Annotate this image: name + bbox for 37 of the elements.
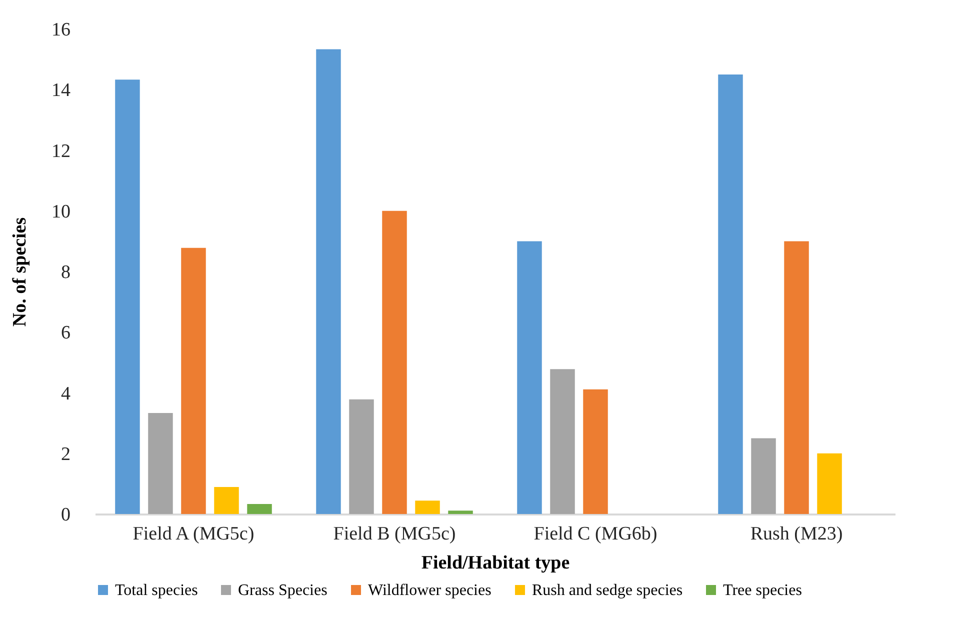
x-tick-label: Field B (MG5c)	[333, 524, 456, 544]
bar	[784, 241, 809, 514]
y-axis-title: No. of species	[10, 217, 30, 327]
x-tick-label: Field C (MG6b)	[534, 524, 658, 544]
y-tick-label: 12	[52, 140, 70, 162]
bar	[550, 369, 575, 514]
bar	[415, 500, 440, 514]
y-tick-label: 10	[52, 201, 70, 222]
y-tick-label: 4	[61, 383, 71, 404]
bar	[316, 49, 341, 514]
bar	[448, 510, 473, 514]
legend-label: Total species	[115, 582, 198, 599]
bar	[718, 74, 743, 514]
bar	[214, 487, 239, 514]
bar	[349, 399, 374, 514]
x-tick-label: Field A (MG5c)	[132, 524, 254, 544]
legend-label: Wildflower species	[368, 582, 492, 599]
y-tick-label: 6	[61, 322, 70, 344]
bar	[583, 389, 608, 514]
bar	[247, 504, 272, 514]
bar	[181, 248, 206, 514]
bar	[751, 438, 776, 514]
y-tick-label: 16	[52, 20, 70, 40]
y-tick-label: 2	[61, 444, 70, 465]
bar	[817, 453, 842, 514]
y-tick-label: 8	[61, 262, 70, 283]
x-axis-title: Field/Habitat type	[421, 552, 570, 574]
legend-label: Tree species	[723, 582, 802, 599]
bar	[148, 413, 173, 514]
bar	[115, 80, 140, 514]
y-tick-label: 14	[52, 80, 71, 102]
y-tick-label: 0	[61, 504, 70, 526]
x-tick-label: Rush (M23)	[750, 524, 843, 544]
legend-label: Grass Species	[238, 582, 328, 599]
bar	[517, 241, 542, 514]
legend-label: Rush and sedge species	[532, 582, 683, 599]
bar	[382, 210, 407, 514]
